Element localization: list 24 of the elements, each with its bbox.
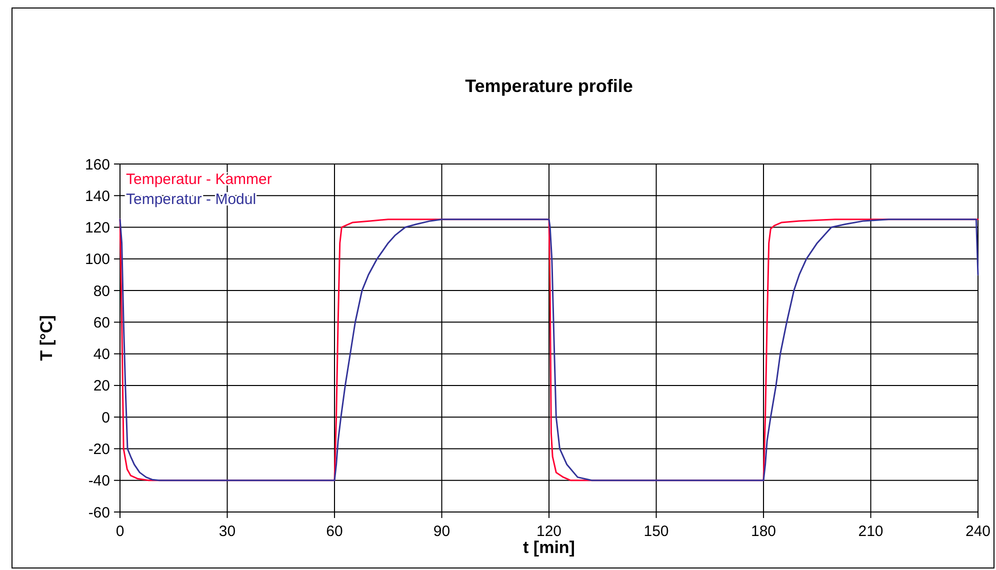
y-axis-title: T [°C] <box>37 315 56 361</box>
y-tick-label: 160 <box>84 156 110 174</box>
x-tick-label: 210 <box>858 523 884 540</box>
x-tick-label: 240 <box>965 523 991 540</box>
y-tick-label: -60 <box>88 504 110 522</box>
x-tick-label: 0 <box>116 523 124 540</box>
x-axis-title: t [min] <box>523 538 575 557</box>
y-tick-label: 80 <box>93 282 110 300</box>
x-tick-label: 60 <box>326 523 343 540</box>
y-tick-label: 60 <box>93 314 110 332</box>
x-tick-label: 30 <box>218 523 236 540</box>
y-tick-label: 120 <box>84 220 110 237</box>
x-tick-label: 180 <box>750 523 776 540</box>
x-tick-label: 90 <box>433 523 450 540</box>
y-tick-label: 100 <box>84 251 110 268</box>
x-tick-label: 150 <box>644 523 669 540</box>
y-tick-label: 140 <box>84 188 110 205</box>
chart-title: Temperature profile <box>465 76 633 96</box>
y-tick-label: -40 <box>88 472 110 490</box>
x-tick-label: 120 <box>536 523 562 540</box>
y-tick-label: 0 <box>102 409 110 426</box>
y-tick-label: -20 <box>88 440 110 458</box>
y-tick-label: 20 <box>93 378 110 395</box>
y-tick-label: 40 <box>93 346 110 364</box>
